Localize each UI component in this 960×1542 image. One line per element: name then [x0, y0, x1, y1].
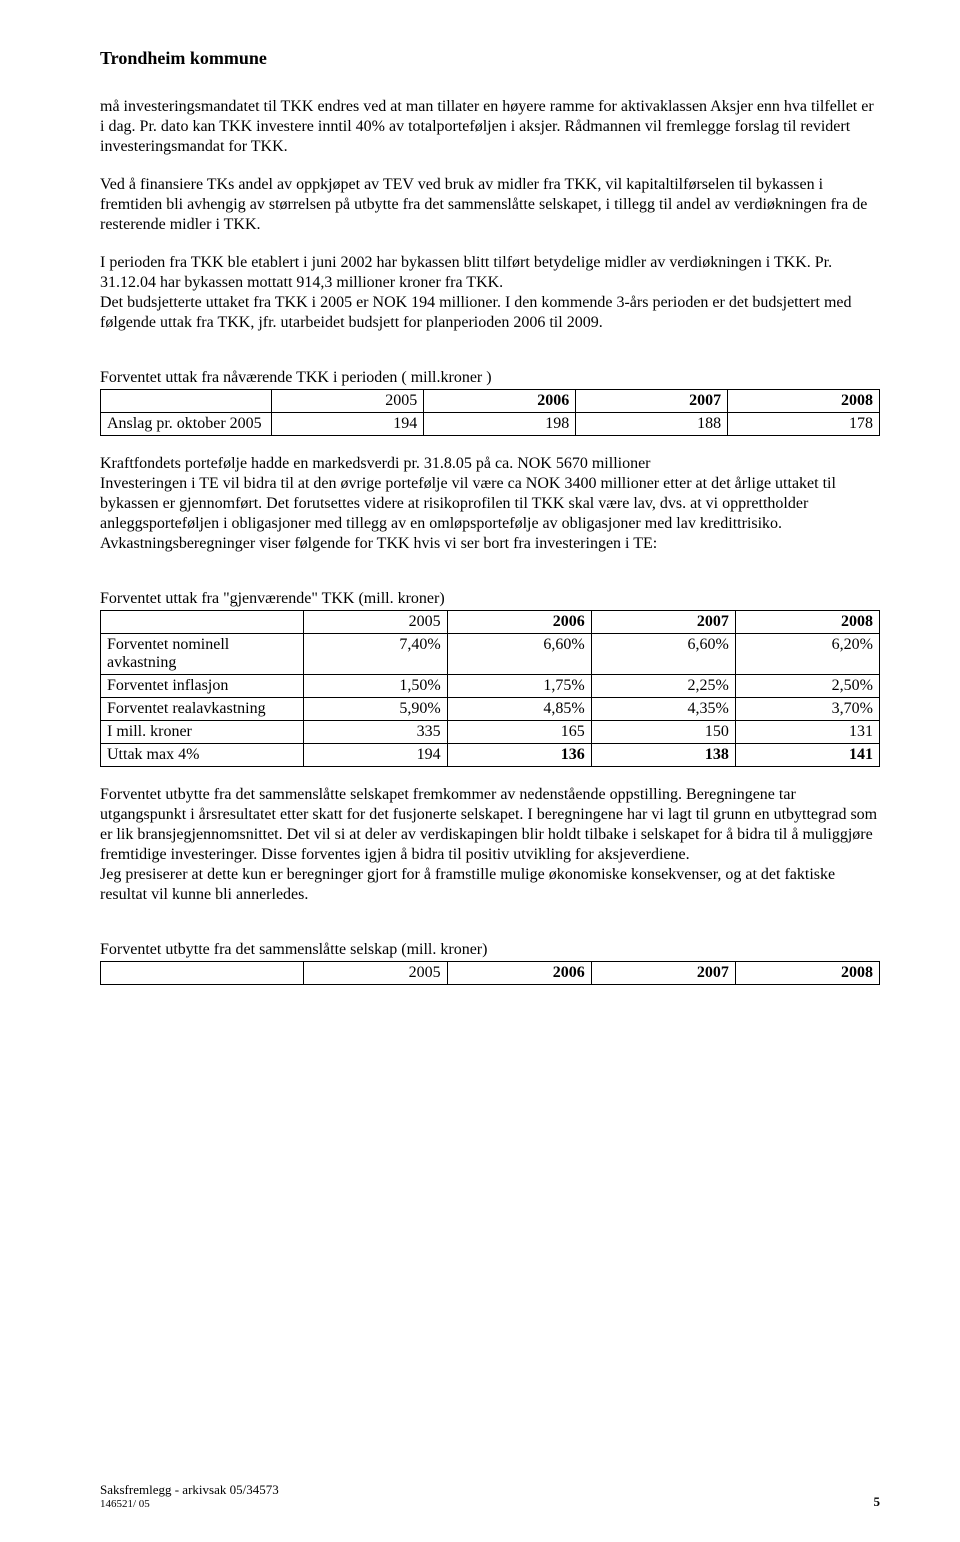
cell: 2,25% [591, 675, 735, 698]
body-paragraph: Kraftfondets portefølje hadde en markeds… [100, 454, 880, 474]
cell-value: 141 [849, 746, 873, 763]
cell-value: 2007 [697, 964, 729, 981]
cell: 194 [272, 413, 424, 436]
table-caption: Forventet uttak fra nåværende TKK i peri… [100, 369, 880, 387]
body-paragraph: Forventet utbytte fra det sammenslåtte s… [100, 785, 880, 865]
cell: 2006 [424, 390, 576, 413]
cell: 6,60% [447, 634, 591, 675]
cell-value: 2008 [841, 964, 873, 981]
cell: 188 [576, 413, 728, 436]
cell: Forventet nominell avkastning [101, 634, 304, 675]
cell: 7,40% [303, 634, 447, 675]
cell: 1,50% [303, 675, 447, 698]
table-row: Forventet inflasjon 1,50% 1,75% 2,25% 2,… [101, 675, 880, 698]
cell: 2005 [303, 962, 447, 985]
cell: 178 [728, 413, 880, 436]
cell: 4,85% [447, 698, 591, 721]
cell-value: 2006 [537, 392, 569, 409]
cell-value: 2007 [697, 613, 729, 630]
cell: 150 [591, 721, 735, 744]
footer-line: Saksfremlegg - arkivsak 05/34573 [100, 1482, 880, 1498]
table-row: Anslag pr. oktober 2005 194 198 188 178 [101, 413, 880, 436]
footer-line: 146521/ 05 [100, 1498, 880, 1510]
cell: 2005 [303, 611, 447, 634]
cell: 2006 [447, 962, 591, 985]
page-footer: Saksfremlegg - arkivsak 05/34573 146521/… [100, 1482, 880, 1510]
cell: Forventet realavkastning [101, 698, 304, 721]
table-row: 2005 2006 2007 2008 [101, 611, 880, 634]
table-forventet-uttak-gjenværende: 2005 2006 2007 2008 Forventet nominell a… [100, 610, 880, 767]
cell-value: 2008 [841, 613, 873, 630]
cell-value: 136 [561, 746, 585, 763]
table-row: Forventet nominell avkastning 7,40% 6,60… [101, 634, 880, 675]
cell: 131 [735, 721, 879, 744]
cell: 165 [447, 721, 591, 744]
cell: 335 [303, 721, 447, 744]
body-paragraph: Investeringen i TE vil bidra til at den … [100, 474, 880, 554]
cell: Forventet inflasjon [101, 675, 304, 698]
cell: I mill. kroner [101, 721, 304, 744]
cell: 141 [735, 744, 879, 767]
cell-value: 2006 [553, 964, 585, 981]
cell: 2005 [272, 390, 424, 413]
cell: 194 [303, 744, 447, 767]
cell: 6,60% [591, 634, 735, 675]
table-row: 2005 2006 2007 2008 [101, 962, 880, 985]
cell: Anslag pr. oktober 2005 [101, 413, 272, 436]
body-paragraph: I perioden fra TKK ble etablert i juni 2… [100, 253, 880, 293]
cell-value: 2008 [841, 392, 873, 409]
cell: 2008 [728, 390, 880, 413]
table-row: Uttak max 4% 194 136 138 141 [101, 744, 880, 767]
table-caption: Forventet utbytte fra det sammenslåtte s… [100, 941, 880, 959]
cell: 2006 [447, 611, 591, 634]
table-caption: Forventet uttak fra "gjenværende" TKK (m… [100, 590, 880, 608]
cell: 6,20% [735, 634, 879, 675]
page-number: 5 [874, 1494, 881, 1510]
table-row: I mill. kroner 335 165 150 131 [101, 721, 880, 744]
page-header: Trondheim kommune [100, 48, 880, 69]
cell: 198 [424, 413, 576, 436]
cell: 2007 [591, 962, 735, 985]
cell: 138 [591, 744, 735, 767]
cell: 2008 [735, 611, 879, 634]
cell: 5,90% [303, 698, 447, 721]
cell: 136 [447, 744, 591, 767]
cell [101, 390, 272, 413]
cell: Uttak max 4% [101, 744, 304, 767]
body-paragraph: Ved å finansiere TKs andel av oppkjøpet … [100, 175, 880, 235]
cell: 2007 [591, 611, 735, 634]
table-row: Forventet realavkastning 5,90% 4,85% 4,3… [101, 698, 880, 721]
table-row: 2005 2006 2007 2008 [101, 390, 880, 413]
cell-value: 138 [705, 746, 729, 763]
cell: 2,50% [735, 675, 879, 698]
cell-value: 2007 [689, 392, 721, 409]
table-forventet-utbytte-sammenslått: 2005 2006 2007 2008 [100, 961, 880, 985]
cell: 1,75% [447, 675, 591, 698]
body-paragraph: Det budsjetterte uttaket fra TKK i 2005 … [100, 293, 880, 333]
body-paragraph: må investeringsmandatet til TKK endres v… [100, 97, 880, 157]
cell: 2008 [735, 962, 879, 985]
cell: 3,70% [735, 698, 879, 721]
cell: 4,35% [591, 698, 735, 721]
cell [101, 962, 304, 985]
cell-value: 2006 [553, 613, 585, 630]
table-forventet-uttak-nåværende: 2005 2006 2007 2008 Anslag pr. oktober 2… [100, 389, 880, 436]
cell: 2007 [576, 390, 728, 413]
cell [101, 611, 304, 634]
body-paragraph: Jeg presiserer at dette kun er beregning… [100, 865, 880, 905]
